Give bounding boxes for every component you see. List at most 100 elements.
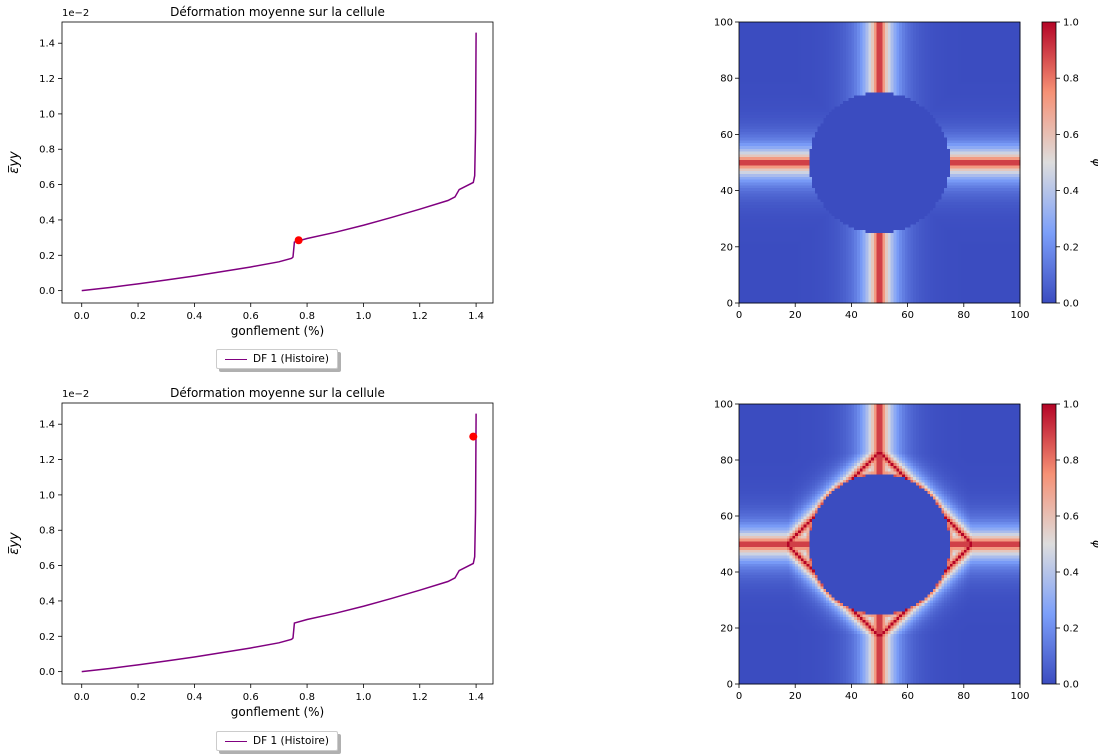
top-heatmap-cell <box>753 163 756 166</box>
top-heatmap-cell <box>790 230 793 233</box>
top-heatmap-cell <box>905 233 908 236</box>
top-heatmap-cell <box>888 207 891 210</box>
top-heatmap-cell <box>790 264 793 267</box>
top-heatmap-cell <box>1000 269 1003 272</box>
top-heatmap-cell <box>764 297 767 300</box>
top-heatmap-cell <box>955 185 958 188</box>
top-heatmap-cell <box>871 210 874 213</box>
top-heatmap-cell <box>910 207 913 210</box>
top-heatmap-cell <box>941 261 944 264</box>
top-heatmap-cell <box>767 185 770 188</box>
top-heatmap-cell <box>1006 165 1009 168</box>
top-heatmap-cell <box>1003 272 1006 275</box>
top-heatmap-cell <box>905 255 908 258</box>
top-heatmap-cell <box>767 207 770 210</box>
top-heatmap-cell <box>888 188 891 191</box>
top-heatmap-cell <box>787 275 790 278</box>
top-heatmap-cell <box>753 255 756 258</box>
top-heatmap-cell <box>922 207 925 210</box>
top-heatmap-cell <box>778 250 781 253</box>
top-heatmap-cell <box>1000 191 1003 194</box>
top-heatmap-cell <box>837 264 840 267</box>
top-heatmap-cell <box>922 224 925 227</box>
top-heatmap-cell <box>919 286 922 289</box>
top-heatmap-cell <box>747 297 750 300</box>
top-heatmap-cell <box>908 241 911 244</box>
top-heatmap-cell <box>933 230 936 233</box>
top-heatmap-cell <box>832 244 835 247</box>
top-heatmap-cell <box>981 182 984 185</box>
top-heatmap-cell <box>922 210 925 213</box>
top-heatmap-cell <box>978 207 981 210</box>
top-heatmap-cell <box>919 252 922 255</box>
top-heatmap-cell <box>753 286 756 289</box>
top-heatmap-cell <box>964 241 967 244</box>
top-heatmap-cell <box>804 258 807 261</box>
top-heatmap-cell <box>759 196 762 199</box>
top-heatmap-cell <box>865 297 868 300</box>
top-heatmap-cell <box>843 286 846 289</box>
top-heatmap-cell <box>916 286 919 289</box>
top-heatmap-cell <box>871 289 874 292</box>
top-heatmap-cell <box>899 233 902 236</box>
top-heatmap-cell <box>801 219 804 222</box>
top-heatmap-cell <box>961 233 964 236</box>
top-heatmap-cell <box>944 196 947 199</box>
top-heatmap-cell <box>998 165 1001 168</box>
top-heatmap-cell <box>767 191 770 194</box>
top-heatmap-cell <box>795 165 798 168</box>
top-heatmap-cell <box>837 269 840 272</box>
top-heatmap-cell <box>953 241 956 244</box>
top-heatmap-cell <box>969 182 972 185</box>
top-heatmap-cell <box>795 168 798 171</box>
top-heatmap-cell <box>739 289 742 292</box>
top-heatmap-cell <box>953 213 956 216</box>
top-heatmap-cell <box>927 224 930 227</box>
top-heatmap-cell <box>981 222 984 225</box>
top-heatmap-cell <box>849 213 852 216</box>
top-heatmap-cell <box>778 233 781 236</box>
top-heatmap-cell <box>939 278 942 281</box>
top-heatmap-cell <box>896 281 899 284</box>
top-heatmap-cell <box>759 163 762 166</box>
top-heatmap-cell <box>753 171 756 174</box>
top-heatmap-cell <box>998 182 1001 185</box>
top-heatmap-cell <box>840 188 843 191</box>
top-heatmap-cell <box>969 222 972 225</box>
top-heatmap-cell <box>882 295 885 298</box>
top-heatmap-cell <box>767 286 770 289</box>
top-heatmap-cell <box>874 196 877 199</box>
top-heatmap-cell <box>972 250 975 253</box>
top-heatmap-cell <box>916 295 919 298</box>
top-heatmap-cell <box>756 255 759 258</box>
top-heatmap-cell <box>986 224 989 227</box>
top-heatmap-cell <box>910 241 913 244</box>
top-heatmap-cell <box>846 261 849 264</box>
top-heatmap-cell <box>947 199 950 202</box>
top-heatmap-cell <box>939 193 942 196</box>
top-heatmap-cell <box>790 236 793 239</box>
top-heatmap-cell <box>978 202 981 205</box>
top-heatmap-cell <box>933 207 936 210</box>
top-heatmap-cell <box>992 289 995 292</box>
top-heatmap-cell <box>843 171 846 174</box>
top-heatmap-cell <box>770 185 773 188</box>
top-heatmap-cell <box>986 222 989 225</box>
top-heatmap-cell <box>1000 171 1003 174</box>
top-heatmap-cell <box>767 165 770 168</box>
top-heatmap-cell <box>992 185 995 188</box>
top-heatmap-cell <box>885 207 888 210</box>
top-heatmap-cell <box>761 269 764 272</box>
top-heatmap-cell <box>955 196 958 199</box>
top-heatmap-cell <box>969 216 972 219</box>
top-heatmap-cell <box>969 196 972 199</box>
top-heatmap-cell <box>798 297 801 300</box>
top-heatmap-cell <box>978 230 981 233</box>
top-heatmap-cell <box>857 275 860 278</box>
top-heatmap-cell <box>1009 264 1012 267</box>
top-heatmap-cell <box>955 261 958 264</box>
top-heatmap-cell <box>916 222 919 225</box>
top-heatmap-cell <box>865 185 868 188</box>
top-heatmap-cell <box>882 222 885 225</box>
top-heatmap-cell <box>972 258 975 261</box>
